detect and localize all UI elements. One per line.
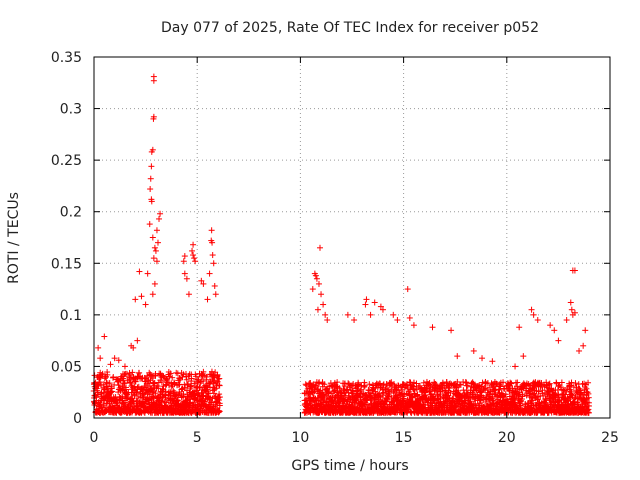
data-point — [169, 374, 176, 381]
data-point — [120, 400, 127, 407]
data-point — [121, 399, 128, 406]
data-point — [98, 371, 105, 378]
data-point — [188, 375, 195, 382]
data-point — [97, 379, 104, 386]
data-point — [321, 381, 328, 388]
data-point — [200, 378, 207, 385]
data-point — [136, 369, 143, 376]
data-point — [216, 394, 223, 401]
x-tick-label: 25 — [601, 430, 619, 446]
data-point — [159, 372, 166, 379]
y-tick-label: 0.2 — [60, 205, 82, 221]
data-point — [214, 371, 221, 378]
y-tick-label: 0 — [73, 411, 82, 427]
data-point — [163, 399, 170, 406]
data-point — [216, 375, 223, 382]
data-point — [133, 389, 140, 396]
data-point — [216, 400, 223, 407]
data-points — [90, 73, 592, 416]
data-point — [119, 383, 126, 390]
data-point — [155, 385, 162, 392]
data-point — [152, 390, 159, 397]
data-point — [158, 398, 165, 405]
data-point — [110, 374, 117, 381]
x-tick-label: 10 — [291, 430, 309, 446]
data-point — [115, 382, 122, 389]
data-point — [150, 393, 157, 400]
data-point — [106, 380, 113, 387]
data-point — [149, 389, 156, 396]
data-point — [214, 378, 221, 385]
data-point — [166, 373, 173, 380]
data-point — [208, 368, 215, 375]
data-point — [137, 407, 144, 414]
data-point — [187, 383, 194, 390]
data-point — [152, 372, 159, 379]
data-point — [179, 385, 186, 392]
y-axis-label: ROTI / TECUs — [6, 192, 22, 284]
y-tick-label: 0.05 — [51, 359, 82, 375]
y-tick-label: 0.15 — [51, 256, 82, 272]
data-point — [99, 370, 106, 377]
data-point — [205, 390, 212, 397]
data-point — [183, 376, 190, 383]
grid-lines — [94, 57, 610, 418]
y-tick-label: 0.35 — [51, 50, 82, 66]
data-point — [109, 388, 116, 395]
data-point — [94, 391, 101, 398]
data-point — [200, 368, 207, 375]
data-point — [193, 373, 200, 380]
data-point — [179, 373, 186, 380]
data-point — [200, 392, 207, 399]
data-point — [163, 376, 170, 383]
x-axis-label: GPS time / hours — [291, 458, 408, 474]
data-point — [167, 370, 174, 377]
y-tick-label: 0.1 — [60, 308, 82, 324]
data-point — [210, 390, 217, 397]
x-tick-label: 20 — [498, 430, 516, 446]
y-tick-label: 0.25 — [51, 153, 82, 169]
data-point — [150, 380, 157, 387]
data-point — [191, 380, 198, 387]
x-tick-label: 15 — [395, 430, 413, 446]
data-point — [123, 370, 130, 377]
data-point — [216, 408, 223, 415]
data-point — [303, 382, 310, 389]
data-point — [100, 390, 107, 397]
data-point — [174, 396, 181, 403]
data-point — [129, 369, 136, 376]
data-point — [132, 378, 139, 385]
data-point — [104, 371, 111, 378]
data-point — [91, 400, 98, 407]
x-tick-label: 5 — [193, 430, 202, 446]
data-point — [215, 396, 222, 403]
data-point — [129, 395, 136, 402]
data-point — [188, 378, 195, 385]
data-point — [216, 391, 223, 398]
data-point — [120, 375, 127, 382]
data-point — [216, 382, 223, 389]
data-point — [121, 380, 128, 387]
y-tick-label: 0.3 — [60, 102, 82, 118]
data-point — [191, 388, 198, 395]
chart-title: Day 077 of 2025, Rate Of TEC Index for r… — [161, 20, 539, 36]
data-point — [175, 397, 182, 404]
data-point — [203, 376, 210, 383]
x-tick-label: 0 — [90, 430, 99, 446]
data-point — [158, 379, 165, 386]
data-point — [180, 391, 187, 398]
